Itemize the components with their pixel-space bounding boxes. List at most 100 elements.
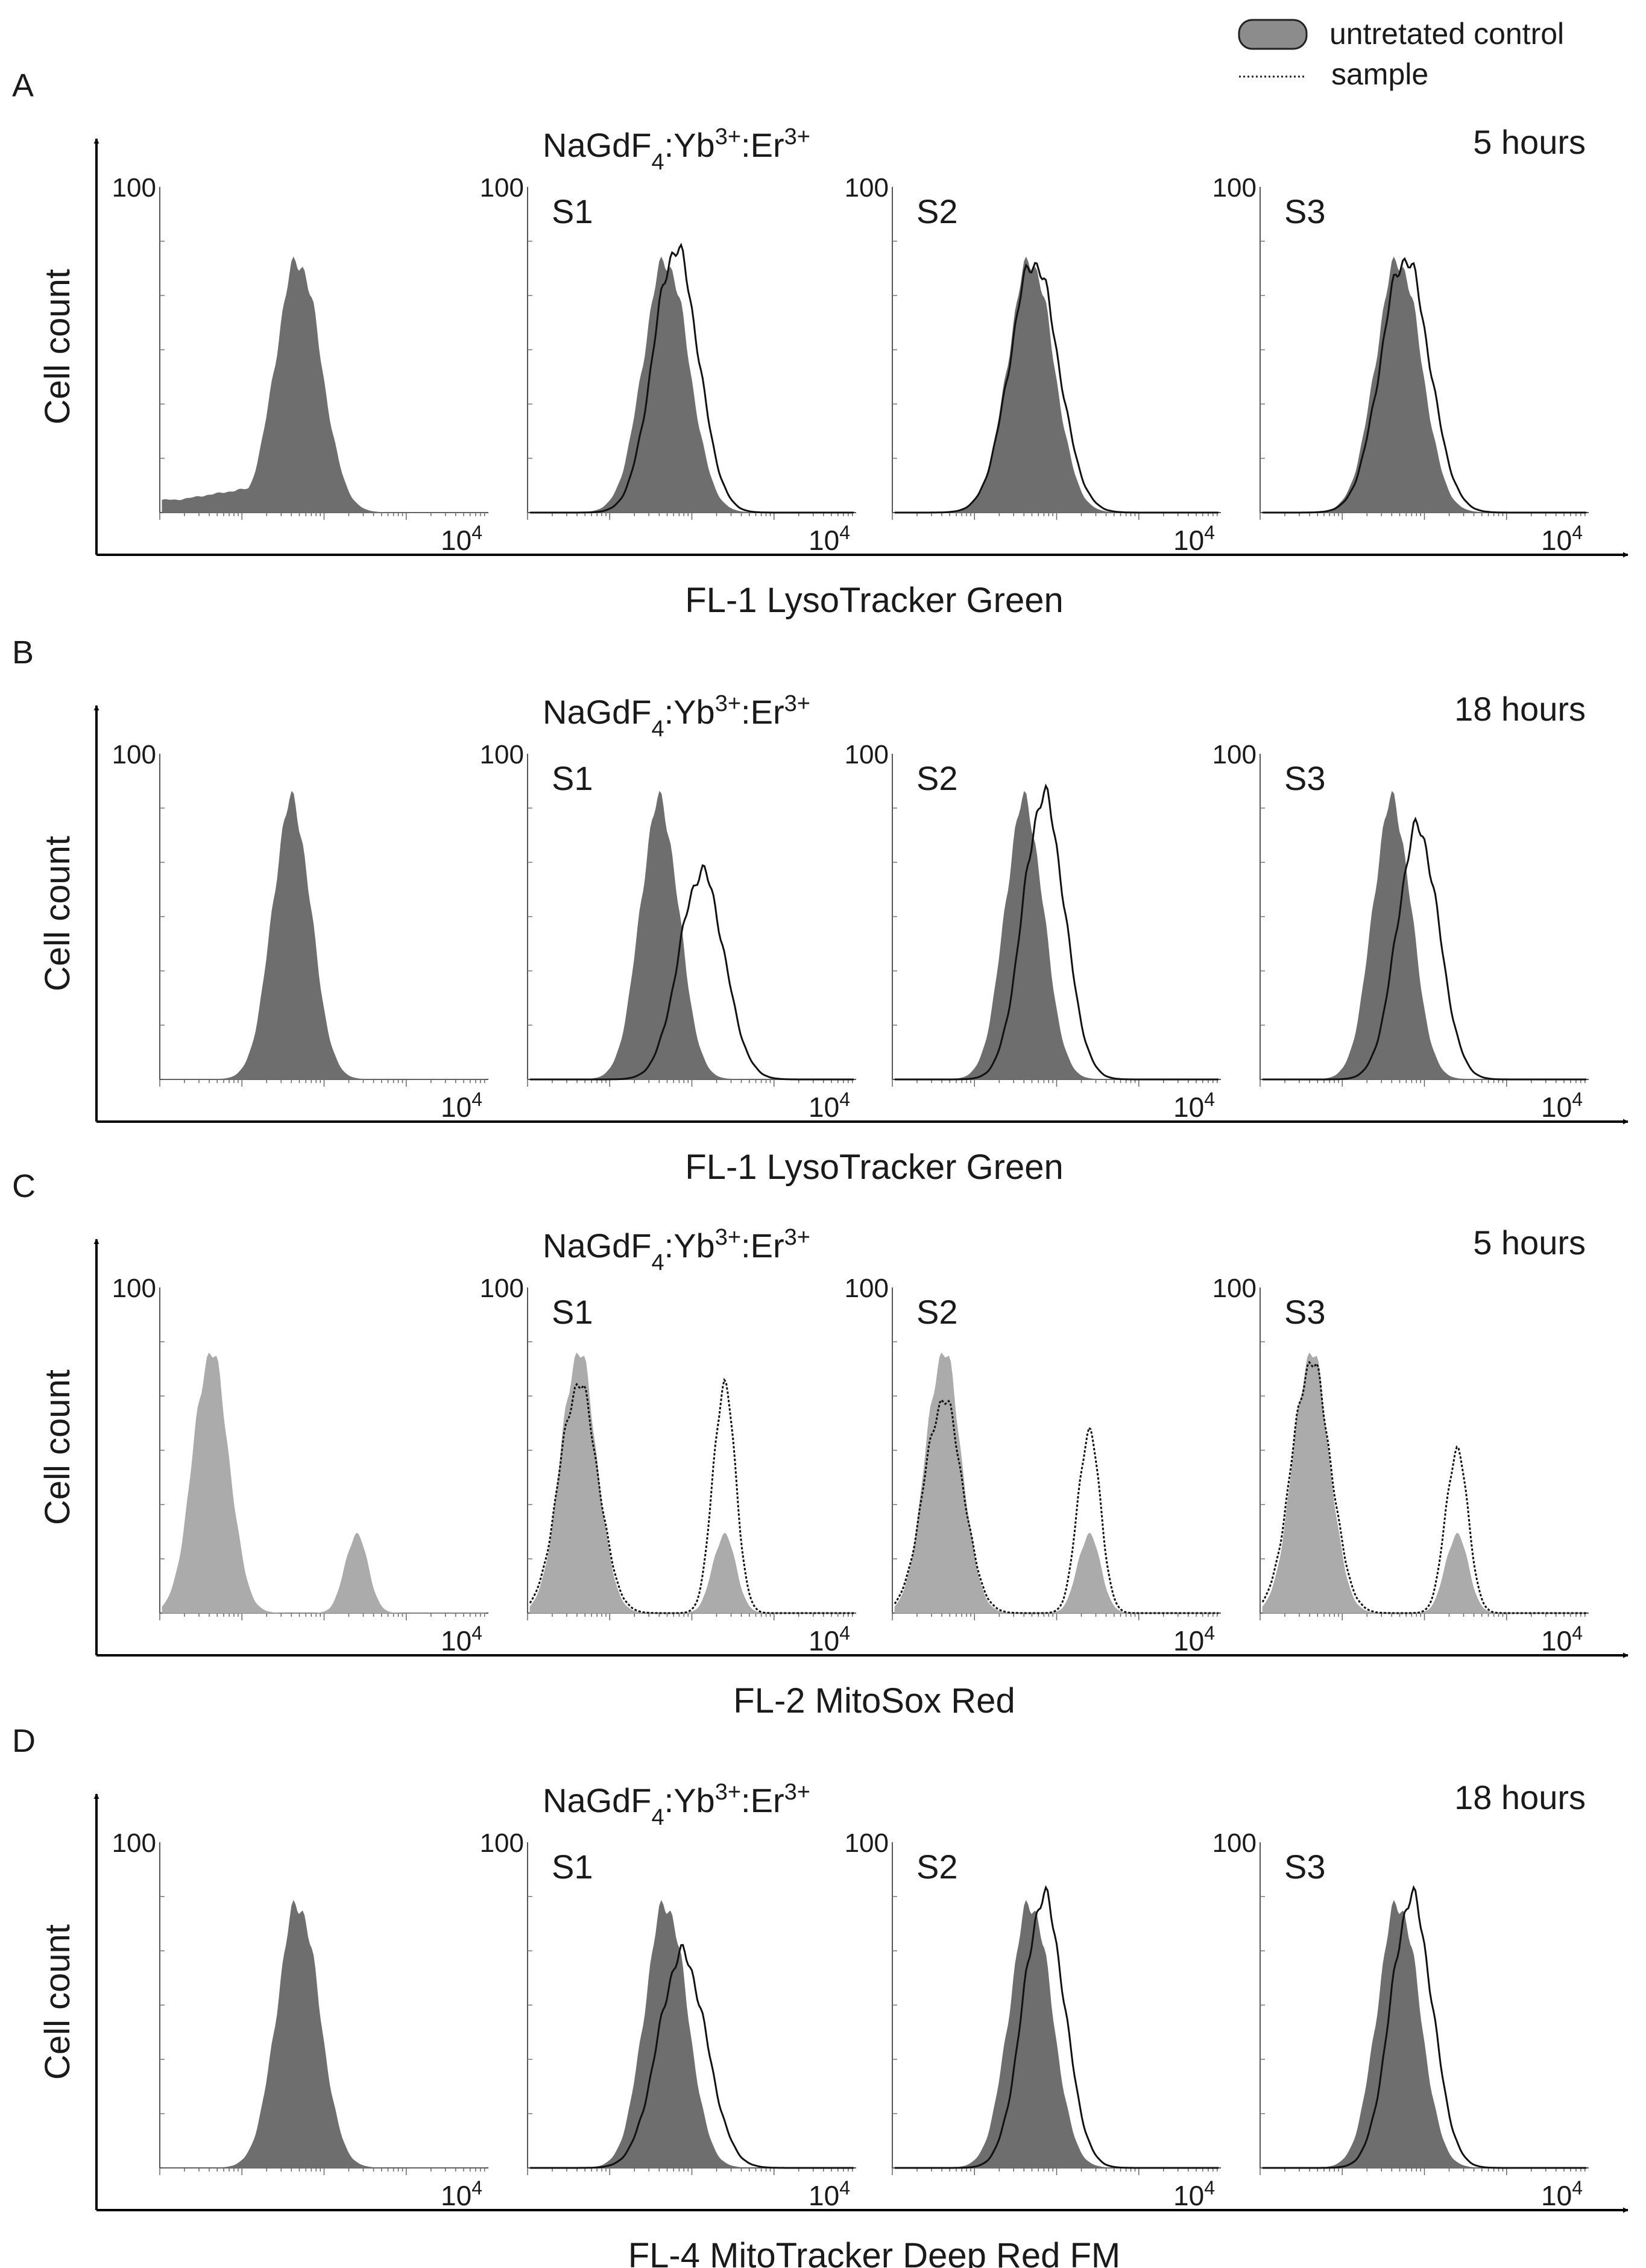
subplot-label: S2 — [916, 1293, 958, 1331]
control-histogram — [162, 1352, 486, 1614]
y-max-tick-label: 100 — [480, 740, 524, 769]
y-max-tick-label: 100 — [1212, 740, 1257, 769]
x-axis-label: FL-1 LysoTracker Green — [685, 1148, 1063, 1187]
x-axis-label: FL-2 MitoSox Red — [733, 1681, 1015, 1720]
y-max-tick-label: 100 — [845, 1274, 889, 1303]
control-histogram — [895, 791, 1219, 1080]
control-histogram — [530, 1900, 854, 2168]
control-histogram — [529, 1352, 854, 1614]
y-max-tick-label: 100 — [845, 173, 889, 203]
x-max-tick-label: 104 — [1173, 2177, 1215, 2211]
control-histogram — [895, 256, 1219, 513]
sample-histogram — [530, 1944, 854, 2169]
legend: untretated control sample — [1238, 17, 1564, 91]
time-label: 18 hours — [1454, 1778, 1586, 1816]
subplot-s2: 100 104 S2 — [845, 173, 1221, 556]
panel-title: NaGdF4:Yb3+:Er3+ — [543, 1225, 810, 1275]
sample-histogram — [895, 783, 1219, 1081]
panel-letter: C — [12, 1168, 36, 1204]
panel-d: D NaGdF4:Yb3+:Er3+ 18 hours Cell count FL-4 … — [12, 1723, 1629, 2268]
control-histogram — [162, 791, 486, 1080]
subplot-label: S2 — [916, 192, 958, 230]
x-max-tick-label: 104 — [1173, 522, 1215, 556]
subplot-control: 100 104 — [112, 173, 488, 556]
x-max-tick-label: 104 — [1541, 522, 1583, 556]
control-histogram — [530, 791, 854, 1080]
sample-histogram — [530, 864, 854, 1081]
y-max-tick-label: 100 — [480, 1828, 524, 1858]
control-histogram — [894, 1352, 1219, 1614]
sample-histogram — [1263, 257, 1586, 514]
subplot-s3: 100 104 S3 — [1212, 1828, 1589, 2211]
subplot-label: S1 — [552, 192, 593, 230]
x-max-tick-label: 104 — [809, 2177, 850, 2211]
x-max-tick-label: 104 — [1541, 1622, 1583, 1657]
panel-a: A NaGdF4:Yb3+:Er3+ 5 hours Cell count FL-1 L… — [12, 68, 1629, 620]
subplot-label: S3 — [1284, 192, 1326, 230]
subplot-label: S2 — [916, 759, 958, 797]
y-max-tick-label: 100 — [112, 173, 156, 203]
time-label: 18 hours — [1454, 690, 1586, 728]
subplot-label: S1 — [552, 759, 593, 797]
y-max-tick-label: 100 — [845, 740, 889, 769]
subplot-s3: 100 104 S3 — [1212, 740, 1589, 1123]
x-max-tick-label: 104 — [1173, 1088, 1215, 1123]
sample-histogram — [1263, 1885, 1586, 2169]
panel-title: NaGdF4:Yb3+:Er3+ — [543, 124, 810, 175]
x-max-tick-label: 104 — [441, 2177, 482, 2211]
x-axis-label: FL-1 LysoTracker Green — [685, 581, 1063, 620]
x-max-tick-label: 104 — [441, 1088, 482, 1123]
y-axis-label: Cell count — [38, 836, 77, 991]
sample-histogram — [894, 1398, 1219, 1614]
time-label: 5 hours — [1473, 1224, 1586, 1262]
subplot-control: 100 104 — [112, 1274, 488, 1657]
subplot-control: 100 104 — [112, 740, 488, 1123]
x-max-tick-label: 104 — [1541, 1088, 1583, 1123]
panel-b: B NaGdF4:Yb3+:Er3+ 18 hours Cell count FL-1 … — [12, 634, 1629, 1187]
y-max-tick-label: 100 — [112, 1828, 156, 1858]
subplot-control: 100 104 — [112, 1828, 488, 2211]
control-histogram — [1263, 256, 1586, 513]
panel-title: NaGdF4:Yb3+:Er3+ — [543, 1780, 810, 1830]
y-axis-label: Cell count — [38, 1924, 77, 2080]
time-label: 5 hours — [1473, 123, 1586, 161]
subplot-s3: 100 104 S3 — [1212, 1274, 1589, 1657]
subplot-s1: 100 104 S1 — [480, 1828, 856, 2211]
subplot-s2: 100 104 S2 — [845, 740, 1221, 1123]
panels-container: A NaGdF4:Yb3+:Er3+ 5 hours Cell count FL-1 L… — [12, 68, 1629, 2268]
subplot-label: S3 — [1284, 1848, 1326, 1886]
sample-histogram — [1263, 817, 1586, 1081]
subplot-label: S3 — [1284, 759, 1326, 797]
x-max-tick-label: 104 — [809, 1088, 850, 1123]
panel-letter: A — [12, 68, 34, 104]
y-max-tick-label: 100 — [112, 1274, 156, 1303]
y-max-tick-label: 100 — [1212, 173, 1257, 203]
x-max-tick-label: 104 — [809, 1622, 850, 1657]
y-max-tick-label: 100 — [480, 173, 524, 203]
control-histogram — [530, 256, 854, 513]
control-histogram — [162, 1900, 486, 2168]
subplot-label: S2 — [916, 1848, 958, 1886]
subplot-s2: 100 104 S2 — [845, 1274, 1221, 1657]
legend-control-label: untretated control — [1329, 17, 1564, 51]
y-max-tick-label: 100 — [1212, 1274, 1257, 1303]
legend-control-swatch — [1238, 19, 1308, 50]
subplot-s2: 100 104 S2 — [845, 1828, 1221, 2211]
panel-c: C NaGdF4:Yb3+:Er3+ 5 hours Cell count FL-2 M… — [12, 1168, 1629, 1720]
control-histogram — [1263, 791, 1586, 1080]
subplot-label: S1 — [552, 1848, 593, 1886]
y-axis-label: Cell count — [38, 269, 77, 425]
x-axis-label: FL-4 MitoTracker Deep Red FM — [628, 2236, 1121, 2268]
sample-histogram — [895, 1885, 1219, 2169]
y-max-tick-label: 100 — [1212, 1828, 1257, 1858]
subplot-s1: 100 104 S1 — [480, 740, 856, 1123]
legend-sample-label: sample — [1331, 57, 1428, 91]
subplot-s1: 100 104 S1 — [480, 173, 856, 556]
x-max-tick-label: 104 — [1173, 1622, 1215, 1657]
x-max-tick-label: 104 — [1541, 2177, 1583, 2211]
subplot-label: S3 — [1284, 1293, 1326, 1331]
y-max-tick-label: 100 — [112, 740, 156, 769]
control-histogram — [162, 256, 486, 513]
panel-letter: B — [12, 634, 34, 671]
